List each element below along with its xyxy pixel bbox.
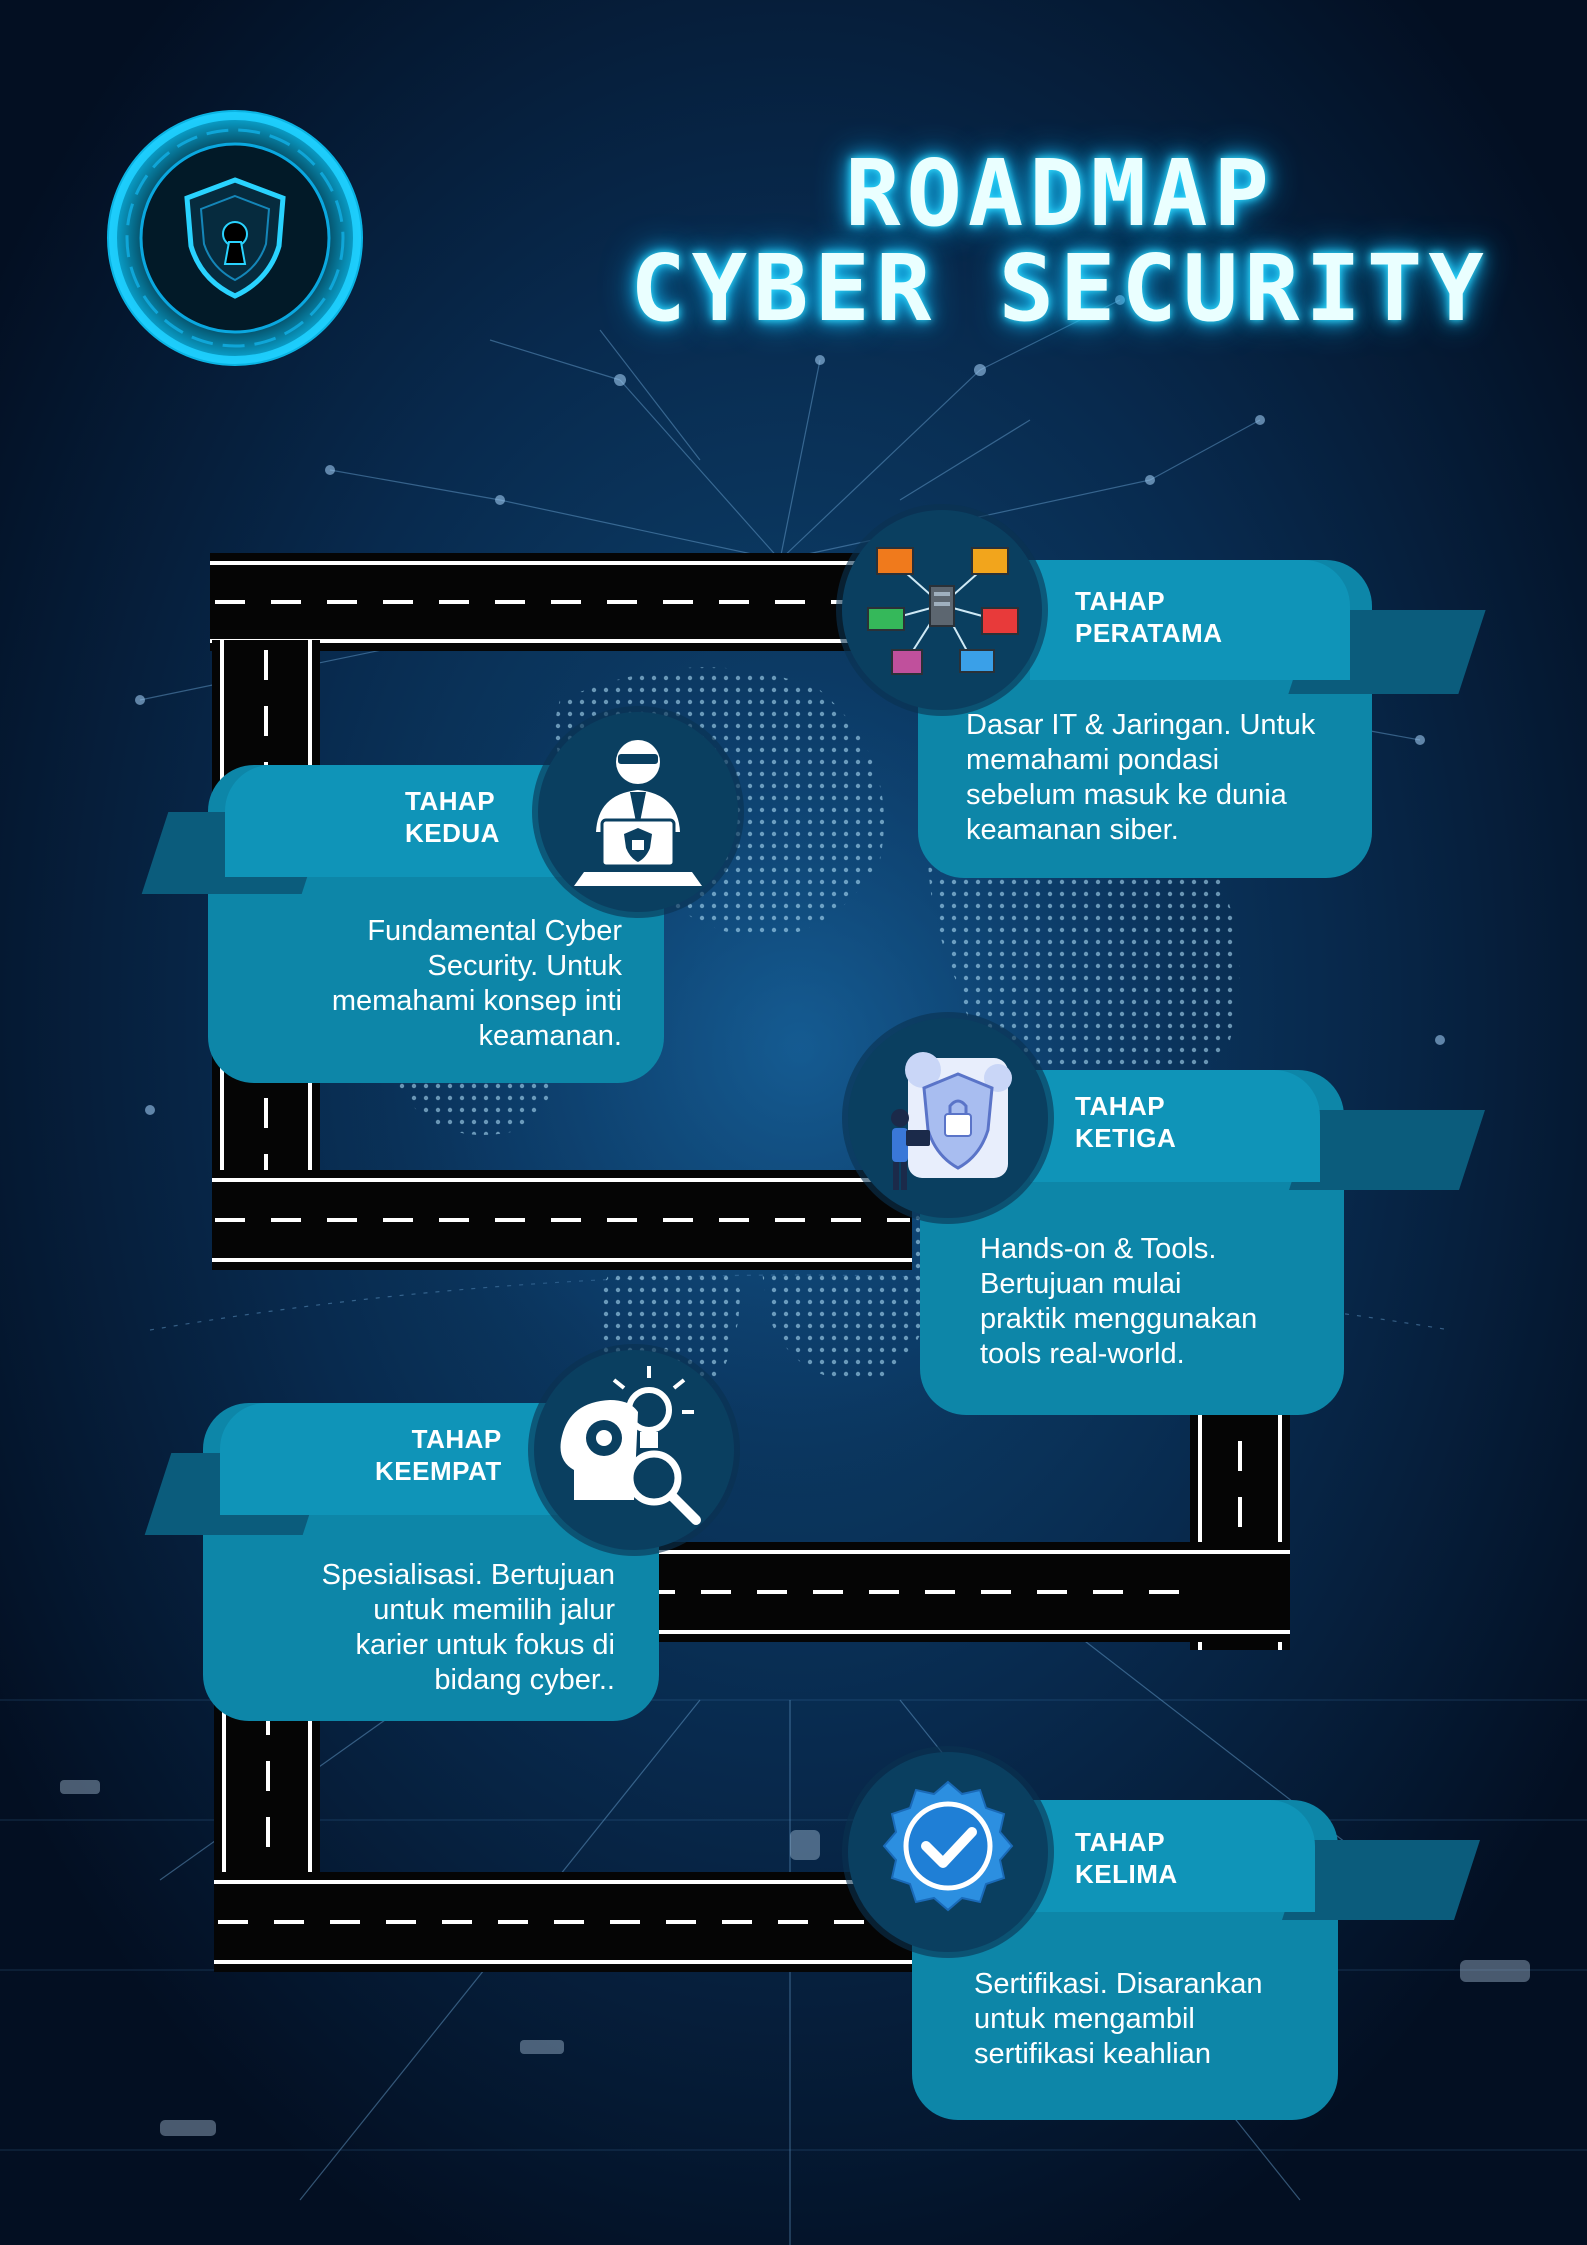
stage-1-label-line-1: TAHAP [1075,586,1166,616]
stage-4-description-line: Spesialisasi. Bertujuan [321,1559,615,1591]
network-icon [867,547,1019,675]
stage-2-label-line-1: TAHAP [405,786,496,816]
stage-5-description-line: sertifikasi keahlian [974,2038,1211,2070]
stage-2-description: Fundamental Cyber Security. Untuk memaha… [220,914,622,1054]
stage-2-description-line: memahami konsep inti [331,985,622,1017]
head-lightbulb-icon [560,1366,701,1525]
stage-1-description-line: memahami pondasi [966,744,1220,776]
stage-3-header [1030,1070,1320,1182]
stage-5-label: TAHAP KELIMA [1075,1826,1178,1890]
stage-2-description-line: Security. Untuk [427,950,622,982]
stage-5-description-line: Sertifikasi. Disarankan [974,1968,1263,2000]
floor-grid [0,1699,1587,2151]
stage-1-description: Dasar IT & Jaringan. Untuk memahami pond… [966,708,1366,848]
stage-2-header [225,765,565,877]
page-title-line-2: CYBER SECURITY [630,235,1490,342]
stage-5-label-line-2: KELIMA [1075,1859,1178,1889]
page-title-line-1: ROADMAP [845,140,1275,247]
stage-3-label-line-1: TAHAP [1075,1091,1166,1121]
stage-5-description-line: untuk mengambil [974,2003,1195,2035]
stage-3-description: Hands-on & Tools. Bertujuan mulai prakti… [980,1232,1330,1372]
stage-3-label-line-2: KETIGA [1075,1123,1177,1153]
road-network [210,553,1290,1972]
shield-keyhole-icon [184,177,286,299]
stage-1-header [1030,560,1350,680]
stage-1-description-line: keamanan siber. [966,814,1179,846]
stage-2-description-line: keamanan. [478,1020,623,1052]
stage-3-label: TAHAP KETIGA [1075,1090,1176,1154]
stage-4-label-line-1: TAHAP [411,1424,502,1454]
stage-4-label: TAHAP KEEMPAT [375,1423,502,1487]
stage-5-header [1030,1800,1315,1912]
stage-1-description-line: Dasar IT & Jaringan. Untuk [966,709,1316,741]
security-practice-icon [891,1052,1012,1190]
stage-5-icon-circle [848,1752,1048,1952]
stage-1-icon-circle [842,510,1042,710]
stage-4-label-line-2: KEEMPAT [375,1456,502,1486]
stage-1-description-line: sebelum masuk ke dunia [966,779,1287,811]
stage-2-description-line: Fundamental Cyber [367,915,622,947]
stage-3-description-line: Hands-on & Tools. [980,1233,1217,1265]
stage-1-label-line-2: PERATAMA [1075,618,1223,648]
stage-4-icon-circle [534,1350,734,1550]
stage-5-label-line-1: TAHAP [1075,1827,1166,1857]
stage-3-description-line: praktik menggunakan [980,1303,1258,1335]
stage-4-description: Spesialisasi. Bertujuan untuk memilih ja… [215,1558,615,1698]
stage-4-description-line: untuk memilih jalur [373,1594,615,1626]
stage-2-icon-circle [538,712,738,912]
stage-3-icon-circle [848,1018,1048,1218]
stage-2-label: TAHAP KEDUA [405,785,500,849]
stage-5-description: Sertifikasi. Disarankan untuk mengambil … [974,1967,1324,2072]
stage-2-label-line-2: KEDUA [405,818,500,848]
stage-4-description-line: bidang cyber.. [434,1664,615,1696]
hacker-laptop-icon [574,740,702,886]
stage-3-description-line: tools real-world. [980,1338,1185,1370]
stage-4-description-line: karier untuk fokus di [355,1629,615,1661]
verified-badge-icon [882,1780,1014,1912]
stage-1-label: TAHAP PERATAMA [1075,585,1222,649]
stage-4-header [220,1403,560,1515]
stage-3-description-line: Bertujuan mulai [980,1268,1182,1300]
